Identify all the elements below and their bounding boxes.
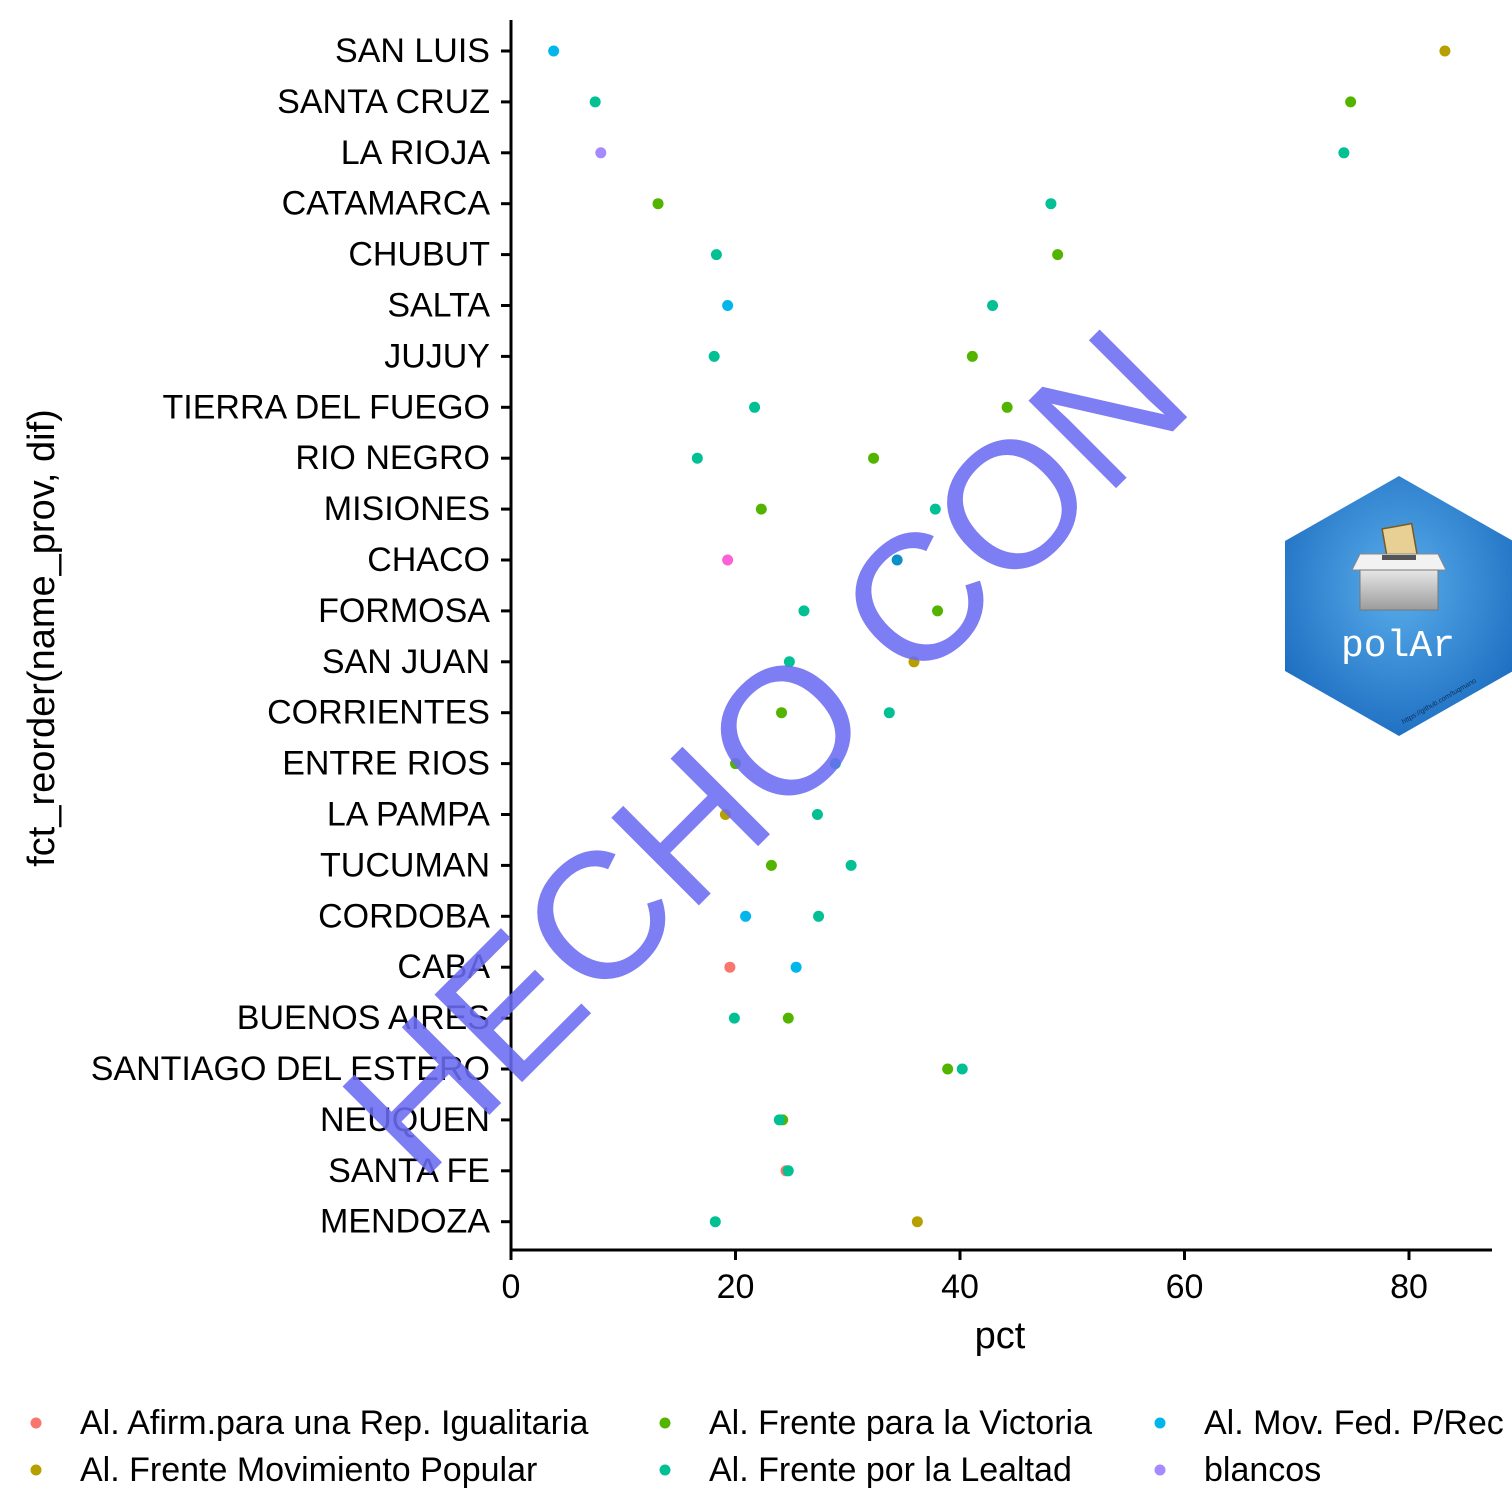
- data-point: [730, 758, 741, 770]
- data-point: [1338, 147, 1350, 159]
- y-tick-label: JUJUY: [384, 337, 490, 375]
- y-tick-label: CATAMARCA: [282, 185, 491, 223]
- data-point: [589, 96, 601, 108]
- y-tick-label: CHUBUT: [348, 236, 490, 274]
- y-tick-label: RIO NEGRO: [295, 439, 490, 477]
- data-point: [942, 1063, 954, 1075]
- y-tick-label: LA PAMPA: [327, 796, 490, 834]
- data-point: [956, 1063, 968, 1075]
- data-point: [829, 758, 841, 770]
- data-point: [908, 656, 920, 668]
- x-tick-label: 20: [717, 1268, 755, 1306]
- data-point: [755, 503, 767, 515]
- y-tick-label: SANTIAGO DEL ESTERO: [91, 1050, 490, 1088]
- data-point: [652, 198, 664, 210]
- x-axis-title: pct: [975, 1315, 1026, 1357]
- x-tick-label: 0: [502, 1268, 521, 1306]
- y-ticks: [501, 49, 511, 1224]
- y-tick-label: FORMOSA: [318, 592, 490, 630]
- y-tick-label: TUCUMAN: [320, 846, 490, 884]
- y-tick-label: SAN JUAN: [322, 643, 490, 681]
- y-tick-label: BUENOS AIRES: [237, 999, 490, 1037]
- data-point: [728, 1012, 740, 1024]
- legend-label: Al. Frente por la Lealtad: [709, 1451, 1072, 1489]
- data-point: [724, 961, 736, 973]
- y-tick-label: CHACO: [367, 541, 490, 579]
- data-point: [783, 656, 795, 668]
- data-point: [773, 1114, 785, 1126]
- data-point: [765, 859, 777, 871]
- data-point: [719, 809, 731, 820]
- x-tick-labels: 0 20 40 60 80: [502, 1268, 1428, 1306]
- x-tick-label: 40: [941, 1268, 979, 1306]
- data-point: [813, 910, 825, 922]
- data-point: [1439, 45, 1451, 57]
- y-tick-label: NEUQUEN: [320, 1101, 490, 1139]
- polar-logo: polAr https://github.com/tuqmano: [1285, 476, 1512, 736]
- legend-label: Al. Afirm.para una Rep. Igualitaria: [80, 1404, 588, 1442]
- data-point: [891, 554, 903, 566]
- legend-swatch: [1154, 1464, 1166, 1476]
- data-point: [811, 809, 823, 820]
- data-point: [749, 401, 761, 413]
- data-point: [1052, 249, 1064, 261]
- legend-label: Al. Mov. Fed. P/Rec: [1204, 1404, 1504, 1442]
- x-tick-label: 80: [1390, 1268, 1428, 1306]
- data-point: [1345, 96, 1357, 108]
- data-point: [595, 147, 607, 159]
- legend: Al. Afirm.para una Rep. Igualitaria Al. F…: [30, 1404, 1504, 1489]
- data-point: [929, 503, 941, 515]
- data-point: [932, 605, 944, 617]
- y-tick-label: ENTRE RIOS: [282, 745, 490, 783]
- y-tick-label: TIERRA DEL FUEGO: [163, 388, 490, 426]
- logo-text: polAr: [1341, 625, 1455, 668]
- y-tick-label: CORDOBA: [318, 897, 490, 935]
- y-tick-label: MENDOZA: [320, 1203, 490, 1241]
- y-tick-label: SANTA FE: [328, 1152, 490, 1190]
- data-point: [710, 249, 722, 261]
- legend-swatch: [1154, 1417, 1166, 1429]
- legend-swatch: [659, 1464, 671, 1476]
- data-point: [722, 554, 734, 566]
- legend-swatch: [659, 1417, 671, 1429]
- y-tick-label: SAN LUIS: [335, 32, 490, 70]
- data-point: [782, 1012, 794, 1024]
- data-point: [790, 961, 802, 973]
- data-point: [776, 707, 788, 719]
- x-tick-label: 60: [1166, 1268, 1204, 1306]
- data-point: [782, 1165, 794, 1177]
- x-ticks: [509, 1250, 1411, 1260]
- ballot-box-icon: [1351, 522, 1447, 611]
- legend-swatch: [30, 1464, 42, 1476]
- y-tick-label: CORRIENTES: [267, 694, 490, 732]
- data-points: [548, 45, 1451, 1228]
- data-point: [722, 300, 734, 311]
- legend-label: Al. Frente para la Victoria: [709, 1404, 1092, 1442]
- data-point: [845, 859, 857, 871]
- data-point: [868, 452, 880, 464]
- y-axis-title: fct_reorder(name_prov, dif): [21, 409, 63, 867]
- y-tick-labels: SAN LUIS SANTA CRUZ LA RIOJA CATAMARCA CHUBU…: [91, 32, 491, 1241]
- data-point: [911, 1216, 923, 1228]
- data-point: [691, 452, 703, 464]
- y-tick-label: CABA: [397, 948, 490, 986]
- data-point: [1045, 198, 1057, 210]
- data-point: [883, 707, 895, 719]
- legend-swatch: [30, 1417, 42, 1429]
- data-point: [1001, 401, 1013, 413]
- legend-label: blancos: [1204, 1451, 1321, 1489]
- data-point: [708, 350, 720, 362]
- y-tick-label: SANTA CRUZ: [277, 83, 490, 121]
- data-point: [740, 910, 752, 922]
- y-tick-label: SALTA: [387, 287, 490, 325]
- data-point: [987, 300, 999, 311]
- data-point: [548, 45, 560, 57]
- legend-label: Al. Frente Movimiento Popular: [80, 1451, 537, 1489]
- data-point: [966, 350, 978, 362]
- data-point: [709, 1216, 721, 1228]
- data-point: [798, 605, 810, 617]
- y-tick-label: MISIONES: [324, 490, 490, 528]
- y-tick-label: LA RIOJA: [341, 134, 491, 172]
